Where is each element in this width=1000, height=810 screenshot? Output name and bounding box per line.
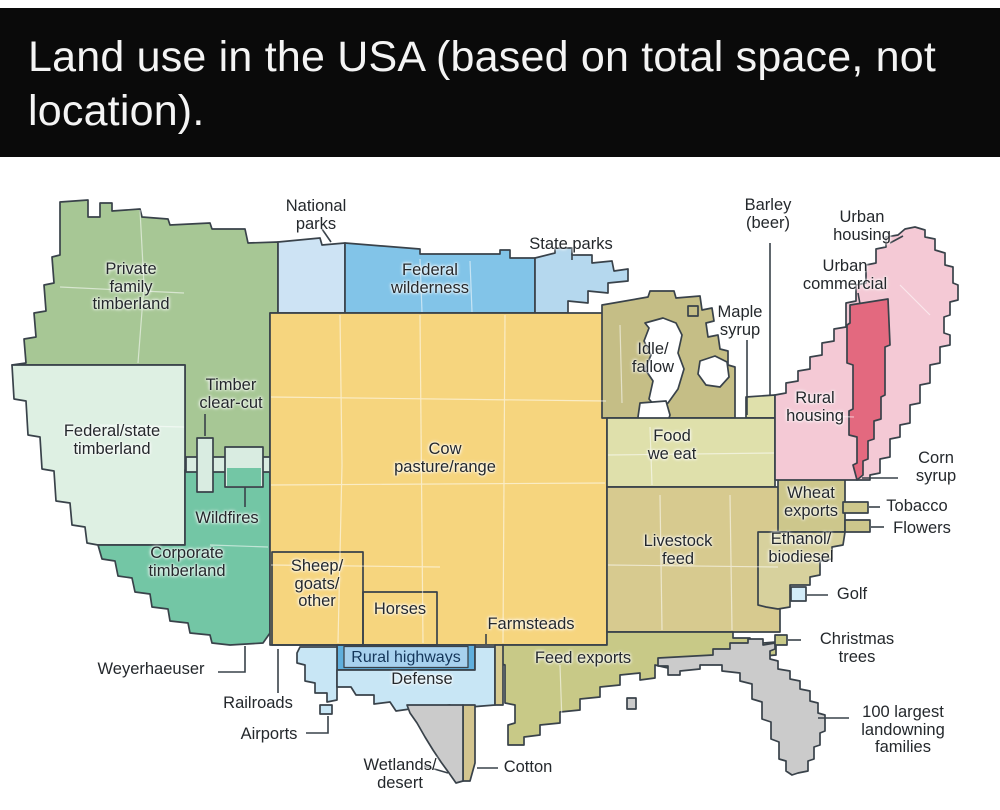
label-railroads: Railroads (223, 694, 293, 712)
label-corn-syrup: Corn syrup (915, 449, 957, 485)
box-horses (362, 591, 438, 646)
label-idle-fallow: Idle/ fallow (631, 340, 675, 376)
label-horses: Horses (373, 600, 427, 618)
label-hundred-largest: 100 largest landowning families (861, 703, 945, 757)
label-rural-highways: Rural highways (351, 649, 461, 666)
region-gray-sliver (626, 697, 637, 710)
label-timber-clear-cut: Timber clear-cut (199, 376, 263, 412)
label-state-parks: State parks (529, 235, 613, 253)
leader-airports (306, 716, 329, 734)
region-hundred-largest-families (657, 638, 826, 776)
state-lines (59, 209, 931, 724)
label-maple-syrup: Maple syrup (717, 303, 763, 339)
label-federal-state-timberland: Federal/state timberland (63, 422, 161, 458)
label-cotton: Cotton (503, 758, 553, 776)
label-ethanol-biodiesel: Ethanol/ biodiesel (768, 530, 834, 566)
label-sheep-goats-other: Sheep/ goats/ other (290, 557, 344, 611)
region-flowers (844, 519, 871, 533)
label-flowers: Flowers (893, 519, 951, 537)
label-christmas-trees: Christmas trees (819, 630, 895, 666)
region-barley-beer (745, 394, 776, 419)
region-christmas-trees (774, 634, 788, 646)
label-urban-commercial: Urban commercial (802, 257, 888, 293)
map-canvas (11, 199, 959, 784)
leader-wetlands (423, 765, 449, 774)
label-urban-housing: Urban housing (833, 208, 891, 244)
label-wildfires: Wildfires (195, 509, 259, 527)
label-barley-beer: Barley (beer) (744, 196, 792, 232)
label-rural-housing: Rural housing (786, 389, 844, 425)
rural-highways-label-box (343, 645, 469, 669)
region-livestock-feed (606, 486, 781, 633)
land-use-map: Private family timberland Timber clear-c… (0, 165, 1000, 810)
region-timber-clearcut (196, 437, 214, 493)
region-wildfires-teal (227, 468, 261, 486)
region-defense-west-arm (296, 646, 338, 703)
region-ethanol-biodiesel (757, 531, 846, 610)
region-urban-commercial (846, 298, 891, 481)
region-food-we-eat (606, 417, 776, 488)
leader-national-parks (321, 228, 332, 243)
region-tobacco (842, 501, 869, 514)
region-corporate-timberland (97, 469, 271, 646)
label-feed-exports: Feed exports (534, 649, 632, 667)
label-defense: Defense (391, 670, 453, 688)
label-national-parks: National parks (285, 197, 347, 233)
label-cow-pasture-range: Cow pasture/range (394, 440, 496, 476)
region-state-parks (534, 247, 629, 314)
lake-great-lake-east (697, 355, 730, 388)
region-golf (790, 586, 807, 602)
label-tobacco: Tobacco (886, 497, 948, 515)
region-airports (319, 704, 333, 715)
label-food-we-eat: Food we eat (647, 427, 697, 463)
label-airports: Airports (240, 725, 298, 743)
label-farmsteads: Farmsteads (487, 615, 575, 633)
leader-urban-housing (889, 235, 904, 244)
label-weyerhaeuser: Weyerhaeuser (97, 660, 205, 678)
label-private-family-timberland: Private family timberland (92, 260, 170, 314)
label-corporate-timberland: Corporate timberland (148, 544, 226, 580)
leader-urban-commercial (857, 292, 861, 305)
label-golf: Golf (836, 585, 868, 603)
region-maple-syrup (687, 305, 699, 317)
region-national-parks (277, 237, 346, 314)
label-livestock-feed: Livestock feed (643, 532, 713, 568)
page-title: Land use in the USA (based on total spac… (28, 33, 937, 136)
region-cotton-upper (494, 644, 504, 706)
leader-weyerhaeuser (218, 646, 246, 673)
label-federal-wilderness: Federal wilderness (391, 261, 469, 297)
region-wetlands-desert (406, 704, 464, 784)
label-wetlands-desert: Wetlands/ desert (363, 756, 437, 792)
title-banner: Land use in the USA (based on total spac… (0, 8, 1000, 157)
label-wheat-exports: Wheat exports (783, 484, 839, 520)
region-cotton (462, 704, 476, 782)
region-wheat-exports (777, 477, 846, 533)
